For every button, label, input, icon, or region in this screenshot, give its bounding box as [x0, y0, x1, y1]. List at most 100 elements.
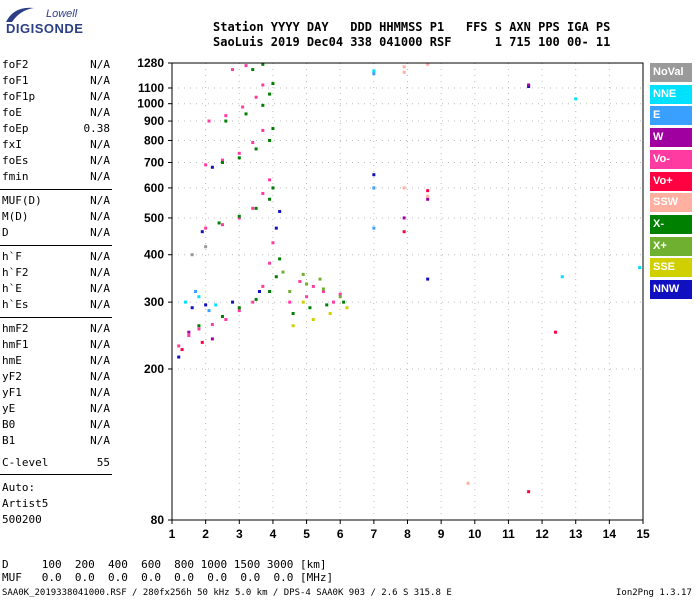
param-name: B0 [2, 418, 16, 431]
clevel-value: 55 [96, 456, 110, 469]
param-row: B0 N/A [2, 418, 110, 434]
data-point [321, 290, 325, 293]
data-point [305, 295, 309, 299]
data-point [372, 69, 376, 73]
param-row: yF2 N/A [2, 370, 110, 386]
param-name: MUF(D) [2, 194, 42, 207]
data-point [311, 318, 315, 322]
data-point [261, 83, 265, 87]
data-point [224, 119, 228, 123]
param-row: M(D) N/A [2, 210, 110, 226]
data-point [402, 186, 406, 190]
data-point [261, 62, 265, 66]
param-row: foEs N/A [2, 154, 110, 170]
data-point [200, 230, 204, 234]
logo-product: DIGISONDE [6, 21, 84, 36]
data-point [372, 72, 376, 76]
param-value: N/A [90, 90, 110, 103]
param-value: N/A [90, 370, 110, 383]
x-tick-label: 7 [371, 527, 378, 541]
param-row: yF1 N/A [2, 386, 110, 402]
param-row: hmE N/A [2, 354, 110, 370]
data-point [268, 290, 272, 293]
param-row: h`F2 N/A [2, 266, 110, 282]
param-value: N/A [90, 170, 110, 183]
data-point [207, 119, 211, 123]
param-name: h`E [2, 282, 22, 295]
param-name: h`Es [2, 298, 29, 311]
data-point [301, 272, 305, 276]
param-name: fxI [2, 138, 22, 151]
data-point [231, 300, 235, 304]
legend-item: W [650, 128, 692, 148]
param-row: foEp 0.38 [2, 122, 110, 138]
param-value: N/A [90, 434, 110, 447]
data-point [278, 209, 282, 213]
x-tick-label: 2 [202, 527, 209, 541]
param-name: foF1 [2, 74, 29, 87]
param-value: N/A [90, 194, 110, 207]
data-point [325, 303, 329, 307]
param-name: h`F2 [2, 266, 29, 279]
data-point [574, 97, 578, 101]
auto-artist: Artist5 [2, 497, 49, 510]
chart-grid [171, 62, 644, 521]
data-point [372, 186, 376, 190]
data-point [288, 300, 292, 304]
param-name: hmF2 [2, 322, 29, 335]
data-point [426, 194, 430, 198]
data-point [291, 312, 295, 316]
data-point [372, 173, 376, 177]
param-value: N/A [90, 418, 110, 431]
separator [0, 474, 112, 475]
param-name: D [2, 226, 9, 239]
data-point [210, 322, 214, 326]
data-point [338, 295, 342, 299]
data-point [278, 257, 282, 261]
data-point [187, 334, 191, 338]
param-row: hmF1 N/A [2, 338, 110, 354]
data-point [237, 151, 241, 155]
data-point [331, 300, 335, 304]
logo-brand: Lowell [46, 8, 78, 20]
param-value: N/A [90, 154, 110, 167]
y-tick-label: 900 [144, 114, 164, 128]
data-point [200, 340, 204, 344]
param-value: N/A [90, 322, 110, 335]
data-point [251, 300, 255, 304]
data-point [338, 292, 342, 296]
data-point [220, 223, 224, 227]
footer-info: SAA0K_2019338041000.RSF / 280fx256h 50 k… [2, 588, 452, 598]
data-point [204, 303, 208, 307]
data-point [190, 306, 194, 310]
data-point [197, 295, 201, 299]
data-point [271, 241, 275, 245]
data-point [190, 253, 194, 257]
data-point [268, 92, 272, 96]
param-name: B1 [2, 434, 16, 447]
data-point [244, 112, 248, 116]
data-point [187, 330, 191, 334]
param-value: N/A [90, 226, 110, 239]
param-row: yE N/A [2, 402, 110, 418]
data-point [197, 324, 201, 328]
data-point [527, 83, 531, 87]
header-line-1: Station YYYY DAY DDD HHMMSS P1 FFS S AXN… [213, 20, 611, 34]
data-point [268, 261, 272, 265]
data-point [177, 344, 181, 348]
param-row: MUF(D) N/A [2, 194, 110, 210]
data-point [210, 337, 214, 341]
param-name: fmin [2, 170, 29, 183]
x-tick-label: 13 [569, 527, 583, 541]
data-point [318, 277, 322, 281]
data-point [426, 277, 430, 281]
data-point [342, 300, 346, 304]
data-point [237, 214, 241, 218]
data-point [180, 348, 184, 352]
param-row: foF2 N/A [2, 58, 110, 74]
x-tick-label: 15 [636, 527, 650, 541]
param-row: D N/A [2, 226, 110, 242]
param-row: B1 N/A [2, 434, 110, 450]
param-value: N/A [90, 282, 110, 295]
